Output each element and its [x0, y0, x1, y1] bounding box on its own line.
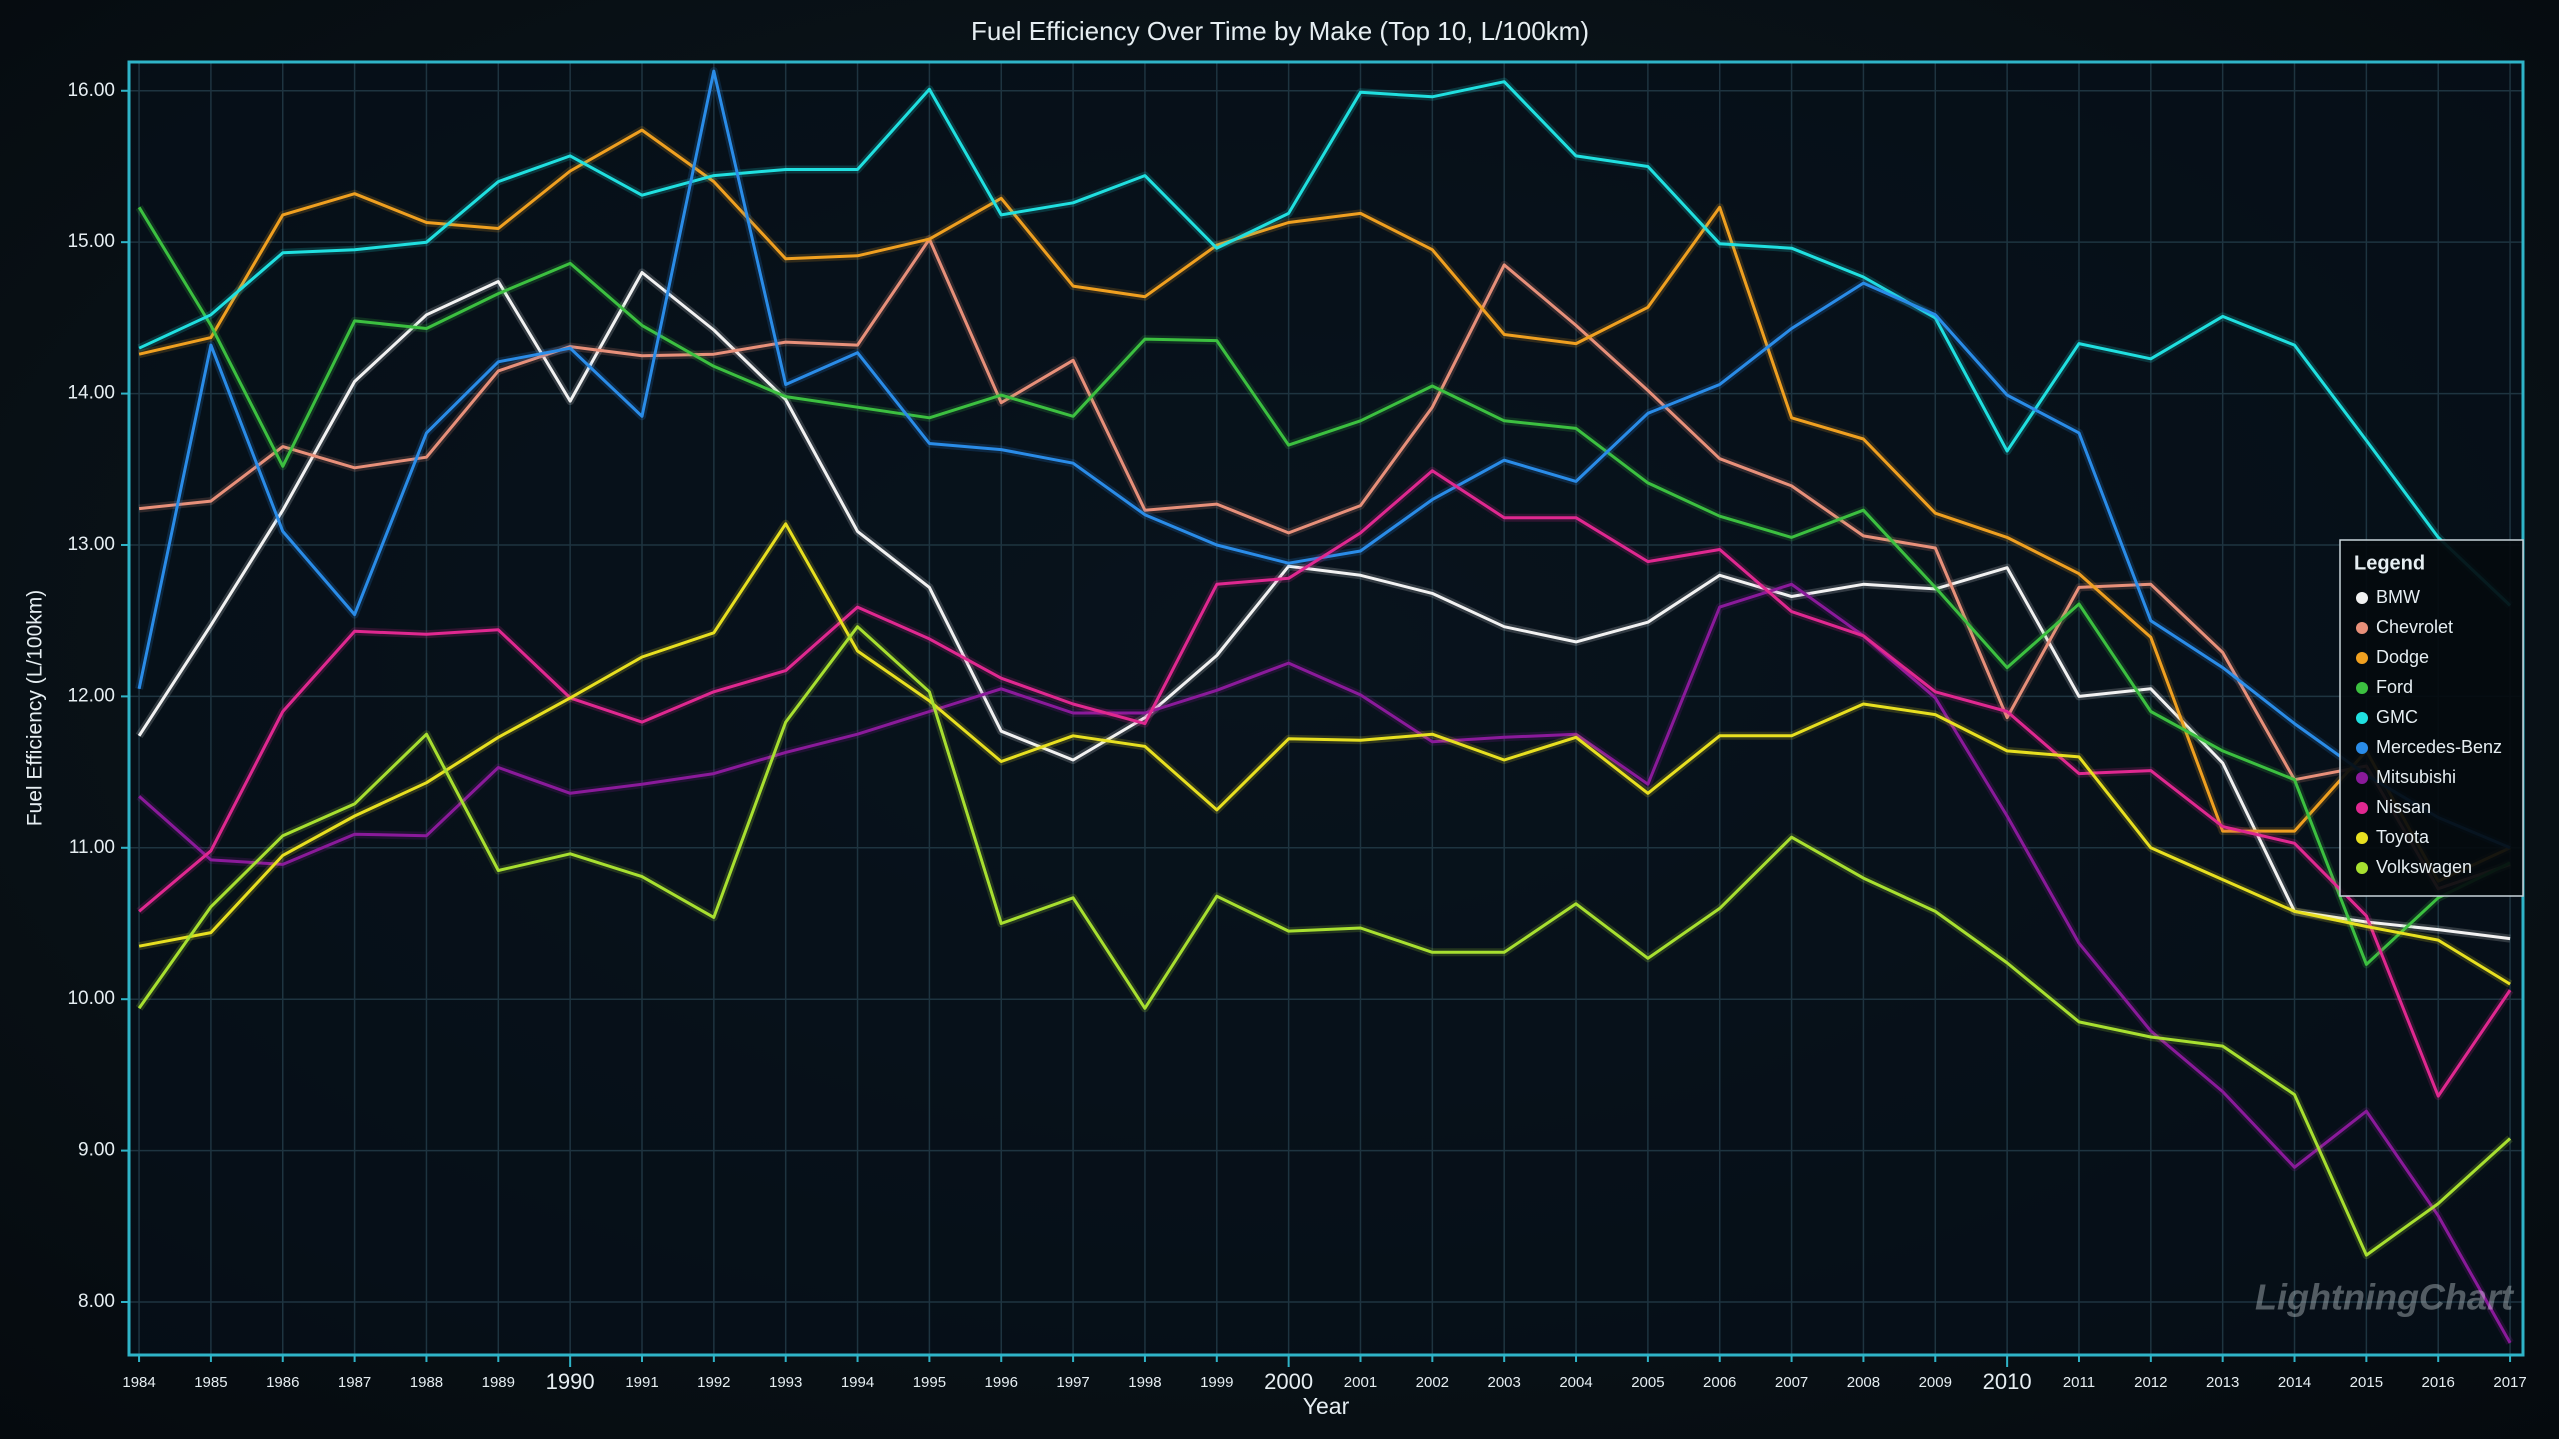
x-tick-label: 2010: [1983, 1369, 2032, 1394]
legend-label: Volkswagen: [2376, 857, 2472, 877]
legend-label: Toyota: [2376, 827, 2430, 847]
x-tick-label: 1997: [1056, 1374, 1089, 1391]
x-tick-label: 2005: [1631, 1374, 1664, 1391]
legend-box: [2339, 539, 2524, 897]
x-tick-label: 2004: [1559, 1374, 1592, 1391]
x-tick-label: 1995: [913, 1374, 946, 1391]
x-tick-label: 2008: [1847, 1374, 1880, 1391]
legend-swatch: [2356, 682, 2368, 694]
legend-swatch: [2356, 742, 2368, 754]
y-tick-label: 12.00: [67, 685, 115, 706]
x-tick-label: 1986: [266, 1374, 299, 1391]
x-tick-label: 1991: [625, 1374, 658, 1391]
x-tick-label: 1990: [546, 1369, 595, 1394]
x-axis-title: Year: [1303, 1393, 1350, 1419]
series-line: [138, 582, 2512, 1344]
x-tick-label: 2015: [2350, 1374, 2383, 1391]
x-tick-label: 1989: [482, 1374, 515, 1391]
series-line: [138, 522, 2511, 986]
legend-title: Legend: [2354, 552, 2425, 574]
legend-label: Ford: [2376, 677, 2413, 697]
y-tick-label: 14.00: [67, 383, 115, 404]
chart-title: Fuel Efficiency Over Time by Make (Top 1…: [971, 16, 1589, 46]
x-tick-label: 1988: [410, 1374, 443, 1391]
lines: [135, 67, 2514, 1345]
x-tick-label: 2006: [1703, 1374, 1736, 1391]
y-tick-label: 11.00: [69, 837, 115, 858]
legend-swatch: [2356, 712, 2368, 724]
legend-label: Nissan: [2376, 797, 2431, 817]
y-tick-label: 10.00: [67, 988, 115, 1009]
y-tick-label: 15.00: [67, 231, 115, 252]
y-tick-label: 16.00: [67, 80, 115, 101]
legend-swatch: [2356, 802, 2368, 814]
x-tick-label: 1985: [194, 1374, 227, 1391]
legend-swatch: [2356, 862, 2368, 874]
legend: Legend BMW Chevrolet Dodge Ford GMC Mercedes-B…: [2339, 539, 2524, 897]
y-axis-title: Fuel Efficiency (L/100km): [24, 590, 47, 827]
legend-label: GMC: [2376, 707, 2418, 727]
x-tick-label: 2001: [1344, 1374, 1377, 1391]
legend-swatch: [2356, 652, 2368, 664]
legend-label: Chevrolet: [2376, 617, 2453, 637]
x-tick-label: 2012: [2134, 1374, 2167, 1391]
x-tick-label: 1998: [1128, 1374, 1161, 1391]
x-tick-label: 2000: [1264, 1369, 1313, 1394]
x-tick-label: 2011: [2063, 1374, 2095, 1391]
x-tick-label: 1993: [769, 1374, 802, 1391]
series-line: [138, 80, 2512, 607]
x-tick-label: 2002: [1416, 1374, 1449, 1391]
grid: [129, 62, 2523, 1355]
plot-area: [129, 62, 2523, 1355]
x-tick-label: 1996: [985, 1374, 1018, 1391]
x-tick-label: 2016: [2422, 1374, 2455, 1391]
series-line: [138, 128, 2511, 883]
y-tick-label: 9.00: [78, 1140, 115, 1161]
legend-swatch: [2356, 622, 2368, 634]
y-tick-label: 8.00: [78, 1291, 115, 1312]
x-tick-label: 1984: [122, 1374, 155, 1391]
legend-label: Mercedes-Benz: [2376, 737, 2502, 757]
series-line: [138, 469, 2512, 1098]
x-tick-label: 2014: [2278, 1374, 2311, 1391]
x-tick-label: 2007: [1775, 1374, 1808, 1391]
x-tick-label: 2003: [1487, 1374, 1520, 1391]
legend-swatch: [2356, 592, 2368, 604]
x-tick-label: 2017: [2493, 1374, 2526, 1391]
x-tick-label: 2009: [1919, 1374, 1952, 1391]
series-line: [137, 271, 2511, 941]
legend-label: Dodge: [2376, 647, 2429, 667]
legend-swatch: [2356, 832, 2368, 844]
x-tick-label: 1992: [697, 1374, 730, 1391]
x-tick-label: 1987: [338, 1374, 371, 1391]
watermark: LightningChart: [2255, 1277, 2515, 1318]
legend-swatch: [2356, 772, 2368, 784]
series-line: [138, 237, 2511, 891]
legend-label: BMW: [2376, 587, 2420, 607]
x-tick-label: 1994: [841, 1374, 874, 1391]
x-tick-label: 1999: [1200, 1374, 1233, 1391]
series-line: [137, 206, 2511, 966]
x-tick-label: 2013: [2206, 1374, 2239, 1391]
series-line: [137, 625, 2512, 1257]
y-tick-label: 13.00: [67, 534, 115, 555]
legend-label: Mitsubishi: [2376, 767, 2456, 787]
